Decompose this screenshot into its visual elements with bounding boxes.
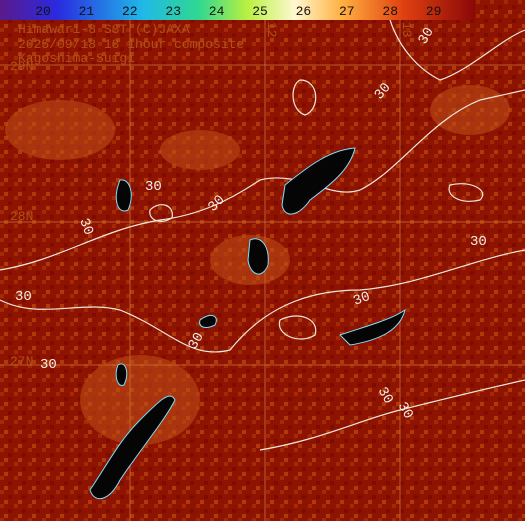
colorbar-label: 25	[252, 4, 268, 19]
header-line: Kagoshima-Suigi	[18, 51, 135, 66]
contours	[0, 19, 525, 451]
latitude-label: 27N	[10, 354, 33, 369]
grid-lines	[0, 20, 525, 521]
colorbar-label: 22	[122, 4, 138, 19]
colorbar-label: 28	[382, 4, 398, 19]
longitude-label: 13	[399, 22, 414, 38]
header: Himawari-8 SST (C)JAXA 2025/09/18 18 1ho…	[18, 22, 244, 66]
colorbar-label: 26	[296, 4, 312, 19]
colorbar-ramp	[0, 0, 475, 20]
contour-label: 30	[415, 25, 437, 48]
warm-patches	[5, 85, 510, 445]
land-and-clouds	[89, 147, 406, 500]
contour-label: 30	[374, 385, 396, 408]
colorbar-label: 21	[79, 4, 95, 19]
contour-label: 30	[145, 179, 162, 195]
latitude-label: 29N	[10, 59, 33, 74]
colorbar-label: 24	[209, 4, 225, 19]
contour-label: 30	[185, 330, 207, 353]
contour-label: 30	[15, 289, 32, 305]
contour-label: 30	[75, 216, 96, 237]
colorbar	[0, 0, 475, 20]
colorbar-label: 29	[426, 4, 442, 19]
header-line: Himawari-8 SST (C)JAXA	[18, 22, 190, 37]
contour-label: 30	[394, 400, 416, 423]
colorbar-label: 27	[339, 4, 355, 19]
contour-label: 30	[40, 357, 57, 373]
colorbar-label: 23	[165, 4, 181, 19]
contour-label: 30	[470, 234, 487, 250]
longitude-label: 12	[264, 22, 279, 38]
contour-label: 30	[351, 289, 372, 310]
colorbar-label: 20	[35, 4, 51, 19]
latitude-label: 28N	[10, 209, 33, 224]
header-line: 2025/09/18 18 1hour composite	[18, 37, 244, 52]
